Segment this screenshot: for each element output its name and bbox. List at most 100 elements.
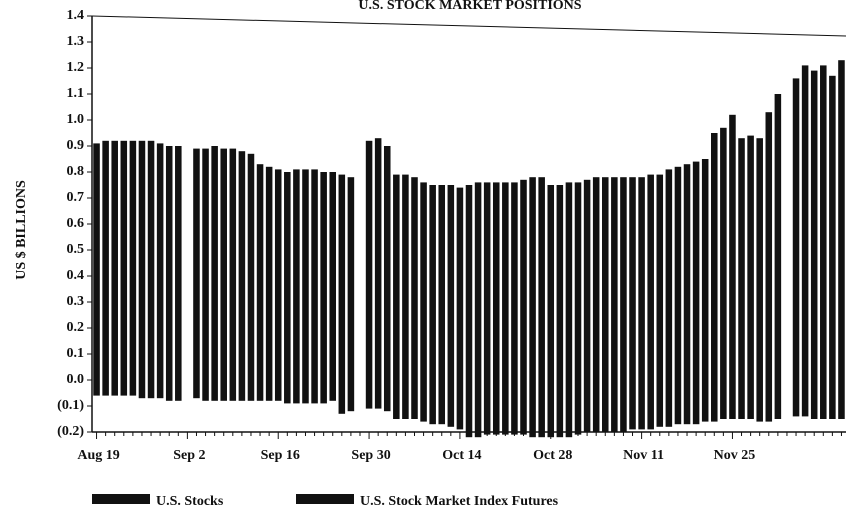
bar [810,380,818,419]
bar [765,380,773,422]
x-tick-label: Sep 16 [261,448,300,463]
bar [238,151,246,380]
bar [447,380,455,427]
bar [193,148,200,380]
bar [420,182,427,380]
bar [265,166,273,380]
bar [93,380,100,396]
bar [611,177,618,380]
bar [683,380,691,425]
bar [429,380,436,425]
bar [756,138,763,380]
bar [511,380,518,435]
bar [102,380,109,396]
bar [511,182,518,380]
bar [229,148,237,380]
bar [774,380,782,419]
bar [729,380,736,419]
bar [302,380,309,404]
bar [393,380,400,419]
bar [247,380,255,401]
bar [365,380,373,409]
chart-title: U.S. STOCK MARKET POSITIONS [358,0,581,13]
legend-swatch [92,494,150,504]
bar [556,185,564,380]
bar [674,380,682,425]
bar [529,177,536,380]
bar [293,380,300,404]
bar [138,380,146,399]
bar [820,65,827,381]
bar [147,380,155,399]
bar [520,380,527,435]
bar [202,380,209,401]
bar [438,380,446,425]
bar [711,380,718,422]
bar [583,380,591,432]
bar [329,172,337,380]
y-tick-label: 0.1 [67,346,85,361]
x-tick-label: Aug 19 [77,448,119,463]
legend-label: U.S. Stock Market Index Futures [360,494,559,509]
bar [829,75,836,381]
bar [674,166,682,380]
bar [156,380,164,399]
bar [611,380,618,432]
bar [229,380,237,401]
bar [329,380,337,401]
bar [692,161,700,380]
bar [574,182,582,380]
bar [838,60,845,380]
y-tick-label: 1.4 [67,8,85,23]
bar [256,380,264,401]
bar [601,177,609,380]
x-tick-label: Oct 14 [442,448,481,463]
bar [175,146,182,380]
bar [456,380,464,430]
bar [747,380,754,419]
bar [701,380,709,422]
bar [547,185,555,380]
bar [411,380,418,419]
y-tick-label: 1.0 [67,112,85,127]
bar [502,380,509,435]
bar [165,380,173,401]
bar [492,380,500,435]
legend-swatch [296,494,354,504]
y-tick-label: 0.3 [67,294,85,309]
bar [120,380,128,396]
bar [656,380,664,427]
bar [492,182,500,380]
bar [138,140,146,380]
bar [765,112,773,380]
bar [583,179,591,380]
bar [547,380,555,438]
bar [211,146,218,380]
bar [274,380,282,401]
bar [792,380,800,417]
bar [629,177,636,380]
bar [820,380,827,419]
bar [474,380,482,438]
bar [320,380,327,404]
bar [129,380,137,396]
bar [402,174,409,380]
bar [438,185,446,380]
bar [565,182,573,380]
bar [111,140,118,380]
y-tick-label: (0.1) [57,398,84,413]
bar [647,174,654,380]
bar [792,78,800,381]
y-tick-label: 1.1 [67,86,85,101]
bar [465,185,473,380]
bar [665,169,673,380]
bar [747,135,754,380]
bar [111,380,118,396]
bar [665,380,673,427]
bar [420,380,427,422]
bar [774,94,782,380]
bar [574,380,582,435]
y-tick-label: 1.2 [67,60,85,75]
bar [193,380,200,399]
